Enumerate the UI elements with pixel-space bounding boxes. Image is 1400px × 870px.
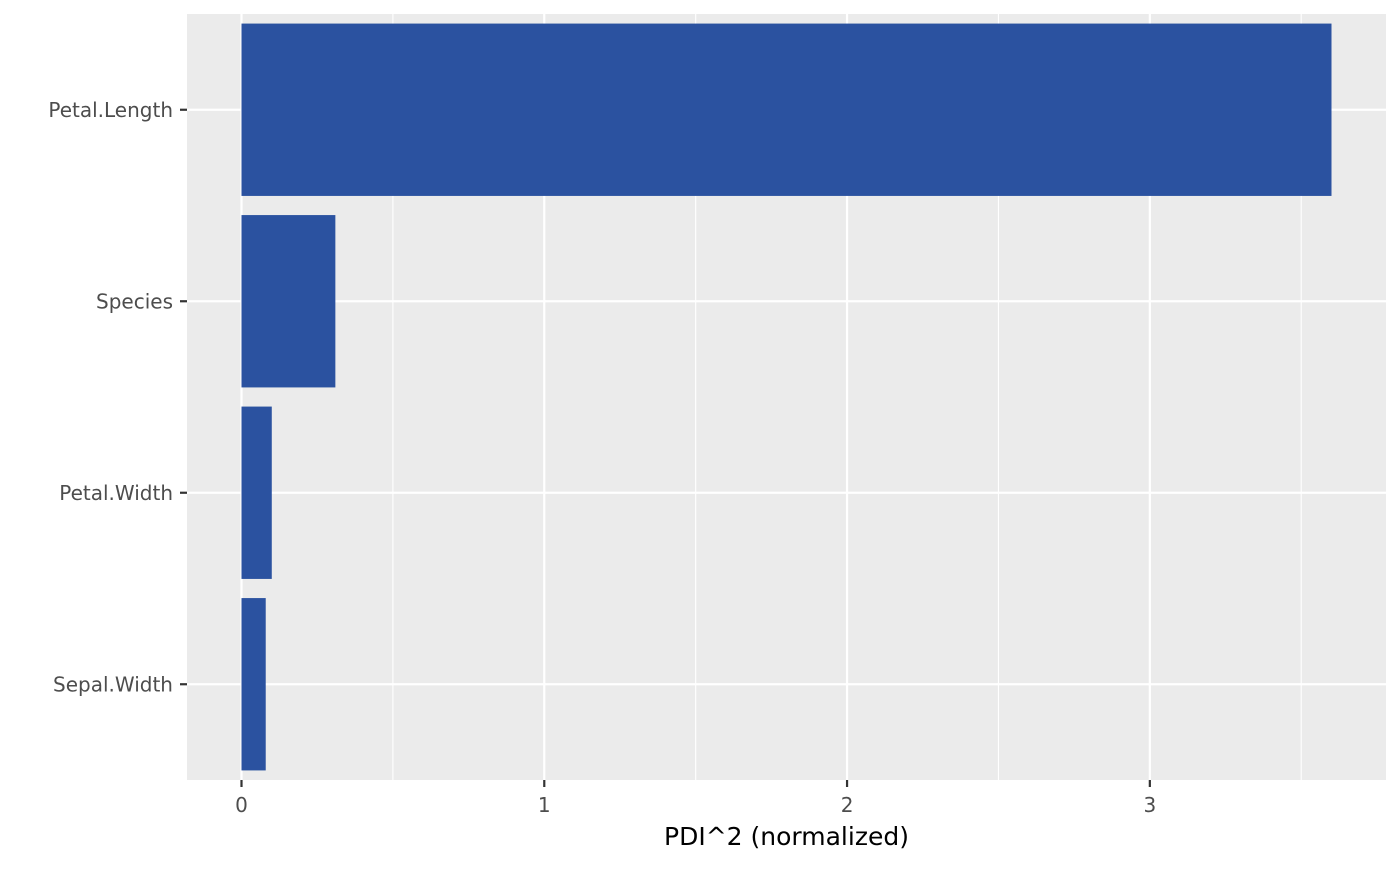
x-tick-label: 3 (1143, 793, 1156, 817)
y-axis: Petal.Length Species Petal.Width Sepal.Widt… (48, 98, 187, 696)
x-axis: 0 1 2 3 (235, 780, 1156, 817)
x-axis-title: PDI^2 (normalized) (664, 822, 909, 851)
x-tick-label: 1 (538, 793, 551, 817)
bar (241, 215, 336, 388)
y-tick-label: Sepal.Width (53, 672, 173, 696)
x-tick-label: 2 (841, 793, 854, 817)
bar (241, 23, 1332, 196)
bars (241, 23, 1332, 771)
y-tick-label: Petal.Length (48, 98, 173, 122)
y-tick-label: Petal.Width (59, 481, 173, 505)
x-tick-label: 0 (235, 793, 248, 817)
y-tick-label: Species (96, 289, 173, 313)
bar (241, 406, 272, 579)
bar (241, 598, 266, 771)
